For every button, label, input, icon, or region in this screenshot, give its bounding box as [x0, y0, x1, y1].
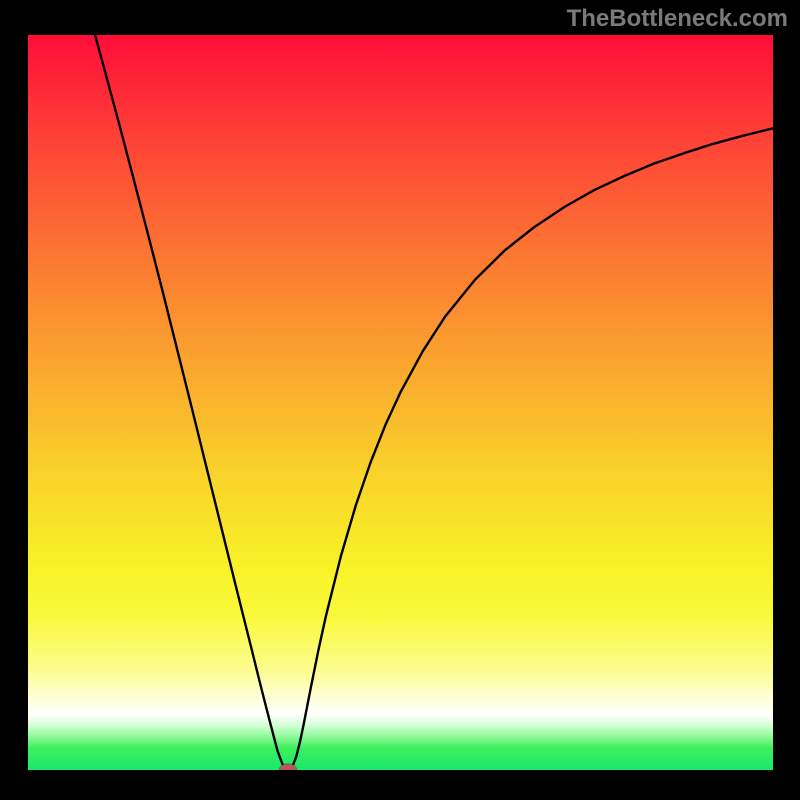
chart-svg: TheBottleneck.com [0, 0, 800, 800]
bottleneck-chart: TheBottleneck.com [0, 0, 800, 800]
watermark-text: TheBottleneck.com [567, 5, 788, 32]
plot-background [28, 35, 773, 770]
